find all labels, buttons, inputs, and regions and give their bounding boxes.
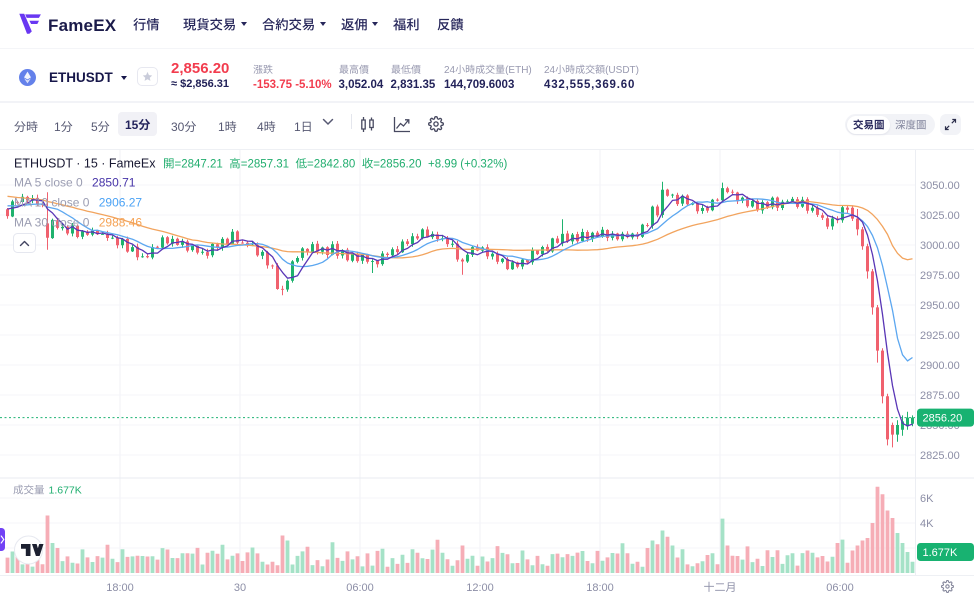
svg-text:18:00: 18:00 (106, 582, 134, 594)
svg-text:2825.00: 2825.00 (920, 450, 960, 462)
svg-text:2950.00: 2950.00 (920, 300, 960, 312)
svg-text:=2842.80: =2842.80 (307, 159, 355, 171)
svg-text:4K: 4K (920, 518, 934, 530)
svg-text:06:00: 06:00 (346, 582, 374, 594)
svg-text:15: 15 (125, 118, 139, 132)
svg-text:1: 1 (218, 120, 225, 134)
svg-text:=2857.31: =2857.31 (241, 159, 289, 171)
svg-text:30: 30 (171, 120, 185, 134)
svg-text:1: 1 (294, 120, 301, 134)
svg-text:12:00: 12:00 (466, 582, 494, 594)
svg-text:06:00: 06:00 (826, 582, 854, 594)
svg-text:ETHUSDT · 15 · FameEx: ETHUSDT · 15 · FameEx (14, 157, 156, 171)
svg-text:1: 1 (54, 120, 61, 134)
svg-text:+8.99 (+0.32%): +8.99 (+0.32%) (428, 159, 507, 171)
svg-text:3000.00: 3000.00 (920, 240, 960, 252)
svg-text:1.677K: 1.677K (49, 485, 82, 497)
svg-text:24: 24 (444, 65, 456, 76)
svg-text:2875.00: 2875.00 (920, 390, 960, 402)
svg-text:MA 10 close 0 2906.27: MA 10 close 0 2906.27 (14, 196, 142, 210)
svg-text:=2847.21: =2847.21 (175, 159, 223, 171)
svg-text:18:00: 18:00 (586, 582, 614, 594)
svg-text:3025.00: 3025.00 (920, 210, 960, 222)
svg-text:2856.20: 2856.20 (923, 412, 963, 424)
svg-text:2900.00: 2900.00 (920, 360, 960, 372)
svg-text:5: 5 (91, 120, 98, 134)
svg-text:2925.00: 2925.00 (920, 330, 960, 342)
svg-text:30: 30 (234, 582, 246, 594)
svg-text:=2856.20: =2856.20 (373, 159, 421, 171)
svg-text:6K: 6K (920, 493, 934, 505)
svg-text:MA 30 close 0 2988.46: MA 30 close 0 2988.46 (14, 216, 142, 230)
svg-text:(ETH): (ETH) (505, 65, 532, 76)
svg-text:3050.00: 3050.00 (920, 180, 960, 192)
svg-text:1.677K: 1.677K (923, 547, 959, 559)
svg-text:MA 5 close 0 2850.71: MA 5 close 0 2850.71 (14, 176, 136, 190)
svg-text:2975.00: 2975.00 (920, 270, 960, 282)
svg-text:(USDT): (USDT) (605, 65, 639, 76)
svg-text:24: 24 (544, 65, 556, 76)
svg-text:4: 4 (257, 120, 264, 134)
